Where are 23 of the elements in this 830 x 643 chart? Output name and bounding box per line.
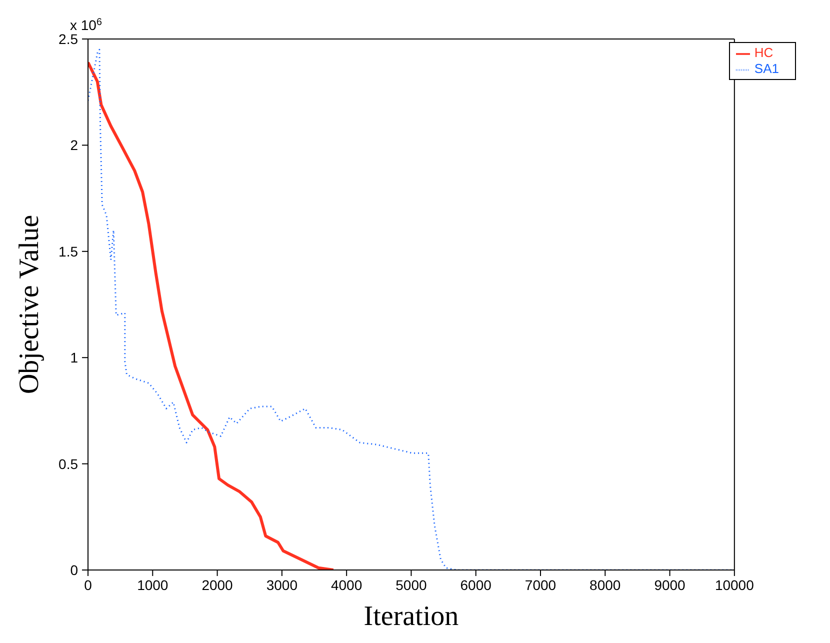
x-axis-title: Iteration <box>364 601 459 632</box>
y-tick-label: 2.5 <box>58 30 78 47</box>
y-tick-label: 0.5 <box>58 456 78 472</box>
x-tick-label: 2000 <box>202 576 234 593</box>
x-tick-label: 3000 <box>266 576 298 593</box>
legend-label: HC <box>754 45 774 60</box>
x-tick-label: 1000 <box>137 576 168 593</box>
y-tick-label: 1.5 <box>58 243 78 260</box>
y-tick-label: 1 <box>70 350 78 366</box>
y-axis-title: Objective Value <box>14 214 45 394</box>
x-tick-label: 5000 <box>396 576 427 593</box>
y-tick-label: 0 <box>70 562 78 578</box>
legend-label: SA1 <box>754 61 779 76</box>
x-tick-label: 10000 <box>714 576 754 593</box>
x-tick-label: 6000 <box>460 576 492 593</box>
x-tick-label: 8000 <box>590 576 621 593</box>
text: x 10$^{6}$ <box>70 16 102 33</box>
x-tick-label: 7000 <box>524 576 556 593</box>
y-tick-label: 2 <box>70 137 78 154</box>
x-tick-label: 9000 <box>654 576 686 593</box>
x-tick-label: 4000 <box>330 576 362 593</box>
x-tick-label: 0 <box>84 576 92 593</box>
line-series <box>88 60 335 570</box>
